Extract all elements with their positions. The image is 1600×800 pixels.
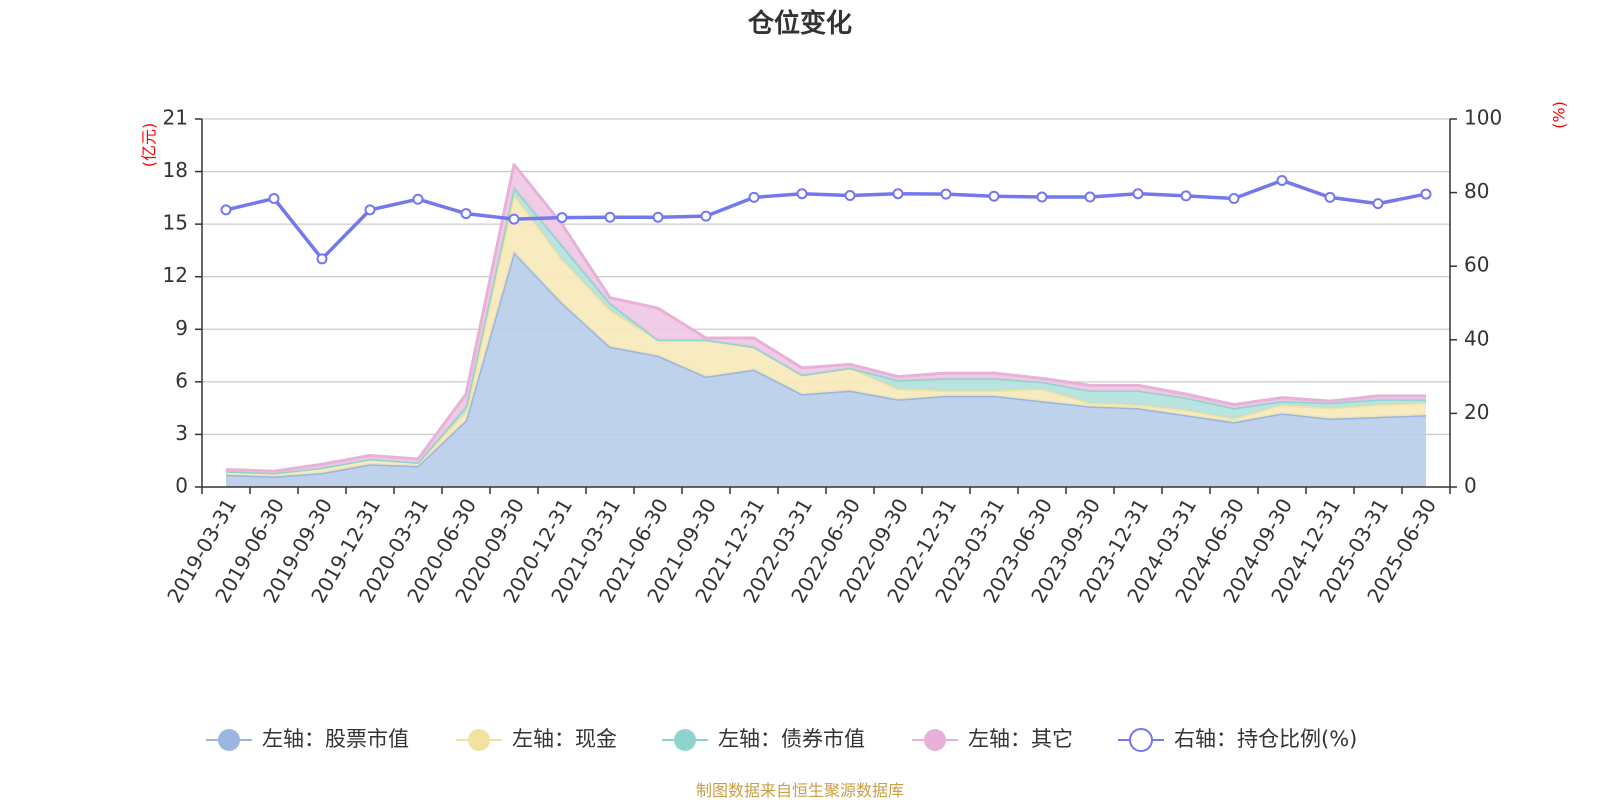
left-tick-label: 0 — [175, 474, 188, 498]
ratio-point — [604, 211, 616, 223]
legend-item: 左轴：其它 — [912, 727, 1073, 751]
ratio-point — [1324, 191, 1336, 203]
ratio-point — [508, 213, 520, 225]
ratio-point — [364, 204, 376, 216]
legend-marker — [468, 729, 490, 751]
ratio-point — [1132, 188, 1144, 200]
left-tick-label: 3 — [175, 421, 188, 445]
legend-label: 左轴：股票市值 — [262, 727, 409, 751]
ratio-point — [556, 212, 568, 224]
right-tick-label: 20 — [1464, 400, 1489, 424]
ratio-point — [1084, 191, 1096, 203]
ratio-point — [1276, 174, 1288, 186]
ratio-point — [1372, 198, 1384, 210]
legend-label: 左轴：现金 — [512, 727, 617, 751]
ratio-point — [700, 210, 712, 222]
legend-label: 左轴：其它 — [968, 727, 1073, 751]
left-tick-label: 6 — [175, 368, 188, 392]
ratio-point — [316, 253, 328, 265]
area-line-2 — [225, 185, 1426, 475]
ratio-point — [460, 208, 472, 220]
ratio-line-path — [225, 178, 1427, 261]
axes: 0369121518210204060801002019-03-312019-0… — [162, 106, 1502, 607]
ratio-point — [1036, 191, 1048, 203]
legend-marker — [924, 729, 946, 751]
left-tick-label: 15 — [163, 211, 188, 235]
ratio-point — [1228, 192, 1240, 204]
area-line-3 — [225, 163, 1426, 473]
ratio-point — [652, 211, 664, 223]
right-tick-label: 40 — [1464, 326, 1489, 350]
legend-marker — [1129, 728, 1153, 752]
legend-item: 左轴：股票市值 — [206, 727, 409, 751]
ratio-point — [796, 188, 808, 200]
right-tick-label: 0 — [1464, 474, 1477, 498]
right-tick-label: 60 — [1464, 253, 1489, 277]
left-tick-label: 12 — [163, 263, 188, 287]
legend: 左轴：股票市值 左轴：现金 左轴：债券市值 左轴：其它 右轴：持仓比例(%) — [206, 727, 1357, 752]
legend-item: 左轴：现金 — [456, 727, 617, 751]
left-axis-unit: (亿元) — [140, 123, 159, 168]
legend-label: 右轴：持仓比例(%) — [1174, 727, 1357, 751]
grid-lines — [202, 118, 1450, 436]
left-tick-label: 21 — [163, 106, 188, 130]
legend-item: 右轴：持仓比例(%) — [1118, 727, 1357, 752]
legend-item: 左轴：债券市值 — [662, 727, 865, 751]
holding-ratio-line — [220, 174, 1432, 265]
legend-marker — [218, 729, 240, 751]
left-tick-label: 9 — [175, 316, 188, 340]
ratio-point — [844, 190, 856, 202]
legend-label: 左轴：债券市值 — [718, 727, 865, 751]
chart-title: 仓位变化 — [747, 8, 852, 39]
ratio-point — [988, 190, 1000, 202]
ratio-point — [1420, 188, 1432, 200]
ratio-point — [748, 191, 760, 203]
area-series-2 — [226, 187, 1426, 473]
ratio-point — [940, 188, 952, 200]
right-axis-unit: (%) — [1550, 101, 1569, 129]
right-tick-label: 80 — [1464, 179, 1489, 203]
area-series-0 — [226, 252, 1426, 487]
left-tick-label: 18 — [163, 158, 188, 182]
ratio-point — [220, 204, 232, 216]
ratio-point — [892, 188, 904, 200]
ratio-point — [412, 193, 424, 205]
ratio-point — [268, 192, 280, 204]
stacked-areas — [225, 163, 1427, 487]
data-source-note: 制图数据来自恒生聚源数据库 — [696, 781, 904, 800]
ratio-point — [1180, 190, 1192, 202]
legend-marker — [674, 729, 696, 751]
right-tick-label: 100 — [1464, 106, 1502, 130]
area-series-1 — [226, 194, 1426, 477]
